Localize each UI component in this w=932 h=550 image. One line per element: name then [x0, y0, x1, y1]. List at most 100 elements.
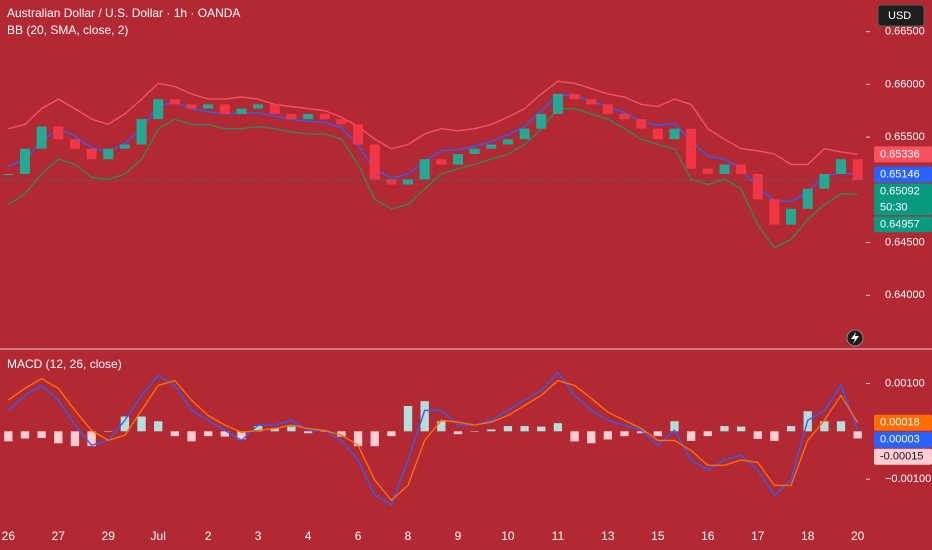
candle-body	[303, 113, 314, 120]
histogram-bar	[204, 431, 213, 437]
histogram-bar	[437, 421, 446, 432]
histogram-bar	[503, 426, 513, 432]
alert-bolt	[851, 332, 859, 344]
histogram-bar	[786, 426, 796, 432]
alert-icon[interactable]	[846, 329, 864, 347]
bb-indicator-label[interactable]: BB (20, SMA, close, 2)	[7, 23, 128, 37]
price-tag-label: 0.00003	[880, 434, 920, 446]
histogram-bar	[736, 426, 746, 432]
histogram-bar	[287, 426, 296, 432]
histogram-bar	[70, 431, 80, 447]
price-tag-label: 0.65092	[880, 185, 920, 197]
price-tag	[874, 166, 932, 183]
histogram-bar	[720, 426, 729, 432]
y-tick-label: 0.66500	[885, 26, 925, 38]
histogram-bar	[20, 431, 30, 439]
histogram-bar	[637, 431, 646, 434]
x-tick-label: 6	[355, 529, 362, 543]
histogram-bar	[836, 421, 846, 432]
candle-body	[319, 113, 330, 120]
price-tag-label: -0.00015	[880, 451, 923, 463]
histogram-bar	[470, 431, 479, 432]
histogram-bar	[87, 431, 96, 447]
symbol-title: Australian Dollar / U.S. Dollar · 1h · O…	[7, 6, 240, 20]
histogram-bar	[303, 431, 313, 434]
histogram-bar	[403, 405, 413, 432]
price-tag	[874, 146, 932, 163]
x-tick-label: 20	[851, 529, 865, 543]
price-tag-label: 0.00018	[880, 417, 920, 429]
histogram-bar	[170, 431, 180, 437]
candle-body	[3, 174, 14, 175]
candle-body	[752, 174, 763, 200]
candle-body	[219, 104, 230, 114]
histogram-bar	[353, 431, 363, 447]
candle-body	[119, 144, 130, 149]
histogram-bar	[320, 431, 329, 432]
candle-body	[336, 119, 347, 125]
candle-body	[169, 99, 180, 105]
candle-body	[819, 174, 830, 189]
currency-label[interactable]: USD	[888, 10, 911, 22]
y-tick-label: −0.00100	[885, 473, 931, 485]
x-tick-label: 17	[751, 529, 765, 543]
histogram-bar	[703, 431, 712, 437]
price-tag-label: 0.65146	[880, 168, 920, 180]
histogram-bar	[570, 431, 579, 442]
currency-button[interactable]	[877, 4, 925, 27]
histogram-bar	[187, 431, 196, 442]
histogram-bar	[553, 423, 563, 432]
x-tick-label: 3	[255, 529, 262, 543]
price-tag	[874, 216, 932, 233]
price-tag	[874, 183, 932, 216]
x-tick-label: 11	[552, 529, 565, 543]
candle-body	[852, 159, 863, 181]
candle-body	[386, 179, 397, 185]
candle-body	[836, 159, 847, 174]
candle-body	[802, 188, 813, 209]
histogram-bar	[154, 421, 163, 432]
histogram-bar	[120, 416, 130, 432]
candle-body	[269, 104, 280, 114]
histogram-bar	[520, 426, 529, 432]
price-tag-label: 0.64957	[880, 218, 920, 230]
candle-body	[519, 128, 530, 140]
candle-body	[669, 128, 680, 140]
bb-basis-line	[8, 94, 858, 203]
candle-body	[719, 164, 730, 174]
candle-body	[619, 113, 630, 120]
histogram-bar	[603, 431, 613, 440]
candle-body	[569, 93, 580, 100]
x-tick-label: 9	[455, 529, 462, 543]
x-tick-label: Jul	[151, 529, 166, 543]
histogram-bar	[137, 416, 146, 432]
signal-line	[7, 377, 859, 502]
bb-upper-line	[8, 80, 858, 166]
candle-body	[586, 99, 597, 105]
x-tick-label: 29	[102, 529, 116, 543]
x-tick-label: 18	[801, 529, 815, 543]
histogram-bar	[387, 431, 396, 437]
macd-indicator-label[interactable]: MACD (12, 26, close)	[7, 357, 122, 371]
histogram-bar	[453, 431, 463, 435]
candle-body	[153, 99, 164, 120]
y-tick-label: 0.66000	[885, 78, 925, 90]
histogram-bar	[370, 431, 379, 447]
candle-body	[86, 148, 97, 160]
candle-body	[552, 93, 563, 114]
x-tick-label: 2	[205, 529, 212, 543]
histogram-bar	[253, 426, 263, 432]
candle-body	[769, 199, 780, 225]
x-tick-label: 16	[701, 529, 715, 543]
candle-body	[36, 126, 47, 149]
candle-body	[786, 208, 797, 225]
histogram-bar	[587, 431, 596, 444]
histogram-bar	[853, 431, 862, 439]
x-tick-label: 8	[405, 529, 412, 543]
candle-body	[103, 148, 114, 160]
candle-body	[186, 104, 197, 109]
candle-body	[136, 119, 147, 145]
candle-body	[652, 128, 663, 140]
candle-body	[502, 139, 513, 145]
